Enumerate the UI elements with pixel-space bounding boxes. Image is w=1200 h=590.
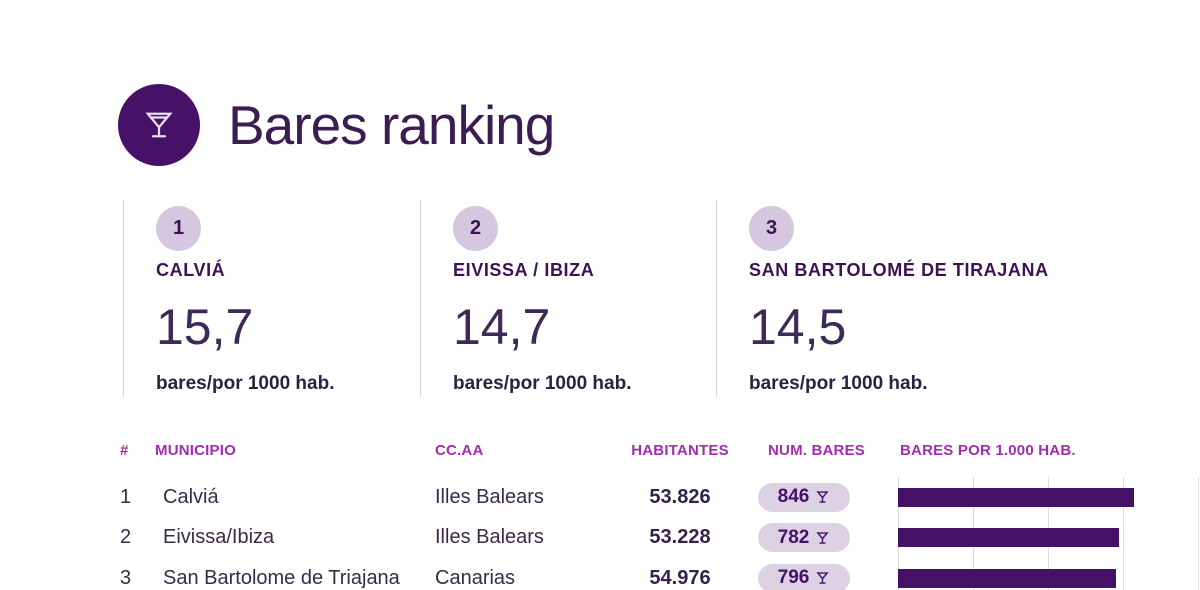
cell-habitantes: 54.976 — [649, 566, 711, 589]
bars-per-1000-unit: bares/por 1000 hab. — [156, 373, 335, 394]
municipality-name: EIVISSA / IBIZA — [453, 260, 595, 280]
municipality-name: CALVIÁ — [156, 260, 226, 280]
table-row: 2 Eivissa/Ibiza Illes Balears 53.228 782 — [120, 518, 1200, 559]
bars-per-1000-value: 14,5 — [749, 299, 847, 355]
cell-habitantes: 53.228 — [649, 526, 711, 549]
num-bares-value: 796 — [777, 567, 810, 589]
cell-rank: 2 — [120, 526, 132, 549]
top3-card-3: 3 SAN BARTOLOMÉ DE TIRAJANA 14,5 bares/p… — [716, 200, 1049, 397]
num-bares-badge: 846 — [758, 482, 850, 512]
martini-icon — [118, 84, 200, 166]
cell-habitantes: 53.826 — [649, 485, 711, 508]
top3-card-1: 1 CALVIÁ 15,7 bares/por 1000 hab. — [123, 200, 334, 397]
rank-badge: 3 — [749, 206, 794, 251]
bar — [898, 528, 1119, 548]
bars-per-1000-value: 15,7 — [156, 299, 254, 355]
cell-ccaa: Illes Balears — [435, 526, 544, 549]
col-header-municipio: MUNICIPIO — [155, 442, 236, 459]
num-bares-value: 846 — [777, 486, 810, 508]
num-bares-badge: 782 — [758, 523, 850, 553]
bars-per-1000-value: 14,7 — [453, 299, 551, 355]
col-header-ccaa: CC.AA — [435, 442, 484, 459]
col-header-habitantes: HABITANTES — [631, 442, 729, 459]
page-title: Bares ranking — [228, 94, 555, 156]
cell-municipio: Eivissa/Ibiza — [163, 526, 275, 549]
col-header-bares-por-1000: BARES POR 1.000 HAB. — [900, 442, 1076, 459]
cell-rank: 3 — [120, 566, 132, 589]
table-row: 3 San Bartolome de Triajana Canarias 54.… — [120, 558, 1200, 590]
col-header-rank: # — [120, 442, 129, 459]
municipality-name: SAN BARTOLOMÉ DE TIRAJANA — [749, 260, 1049, 280]
num-bares-value: 782 — [777, 526, 810, 548]
cell-municipio: Calviá — [163, 485, 219, 508]
martini-icon — [816, 572, 829, 584]
bars-per-1000-unit: bares/por 1000 hab. — [453, 373, 632, 394]
page-header: Bares ranking — [118, 84, 555, 166]
col-header-num-bares: NUM. BARES — [768, 442, 866, 459]
martini-icon — [816, 491, 829, 503]
bar — [898, 568, 1116, 588]
table-header: # MUNICIPIO CC.AA HABITANTES NUM. BARES … — [120, 441, 1200, 460]
cell-ccaa: Canarias — [435, 566, 516, 589]
bar — [898, 487, 1134, 507]
bars-per-1000-unit: bares/por 1000 hab. — [749, 373, 928, 394]
top3-card-2: 2 EIVISSA / IBIZA 14,7 bares/por 1000 ha… — [420, 200, 631, 397]
cell-rank: 1 — [120, 485, 132, 508]
table-row: 1 Calviá Illes Balears 53.826 846 — [120, 477, 1200, 518]
cell-ccaa: Illes Balears — [435, 485, 544, 508]
cell-municipio: San Bartolome de Triajana — [163, 566, 400, 589]
rank-badge: 1 — [156, 206, 201, 251]
martini-icon — [816, 532, 829, 544]
table-body: 1 Calviá Illes Balears 53.826 846 2 Eivi… — [120, 477, 1200, 590]
num-bares-badge: 796 — [758, 563, 850, 590]
ranking-table: # MUNICIPIO CC.AA HABITANTES NUM. BARES … — [120, 441, 1200, 590]
rank-badge: 2 — [453, 206, 498, 251]
